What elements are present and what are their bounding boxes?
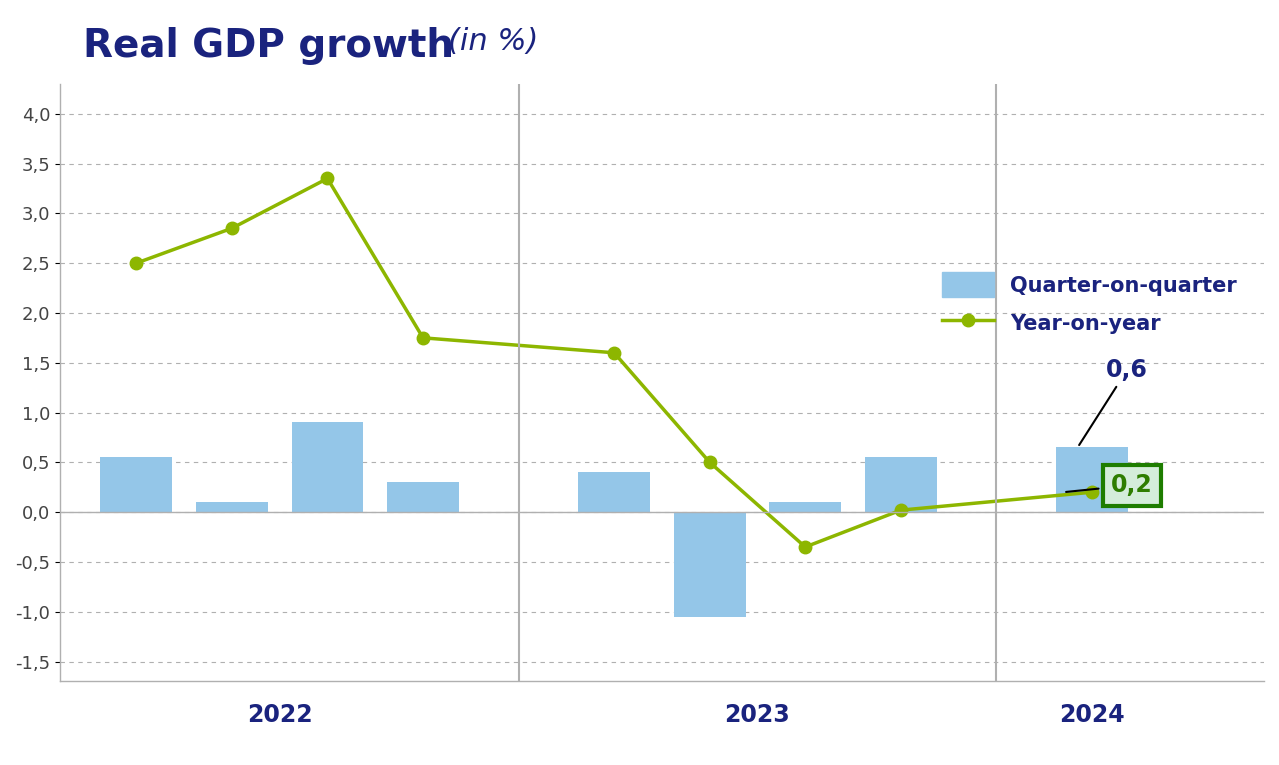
- Legend: Quarter-on-quarter, Year-on-year: Quarter-on-quarter, Year-on-year: [931, 262, 1247, 346]
- Bar: [196, 502, 267, 512]
- Text: 0,6: 0,6: [1079, 358, 1149, 445]
- Bar: [674, 512, 746, 617]
- Text: 0,2: 0,2: [1067, 474, 1152, 497]
- Bar: [292, 422, 363, 512]
- Bar: [388, 482, 459, 512]
- Text: 2023: 2023: [725, 703, 790, 728]
- Bar: [101, 457, 173, 512]
- Bar: [770, 502, 842, 512]
- Text: 2022: 2022: [247, 703, 312, 728]
- Bar: [865, 457, 936, 512]
- Text: 2024: 2024: [1059, 703, 1124, 728]
- Bar: [578, 472, 650, 512]
- Bar: [1056, 448, 1128, 512]
- Text: Real GDP growth: Real GDP growth: [83, 27, 481, 65]
- Text: (in %): (in %): [448, 27, 538, 56]
